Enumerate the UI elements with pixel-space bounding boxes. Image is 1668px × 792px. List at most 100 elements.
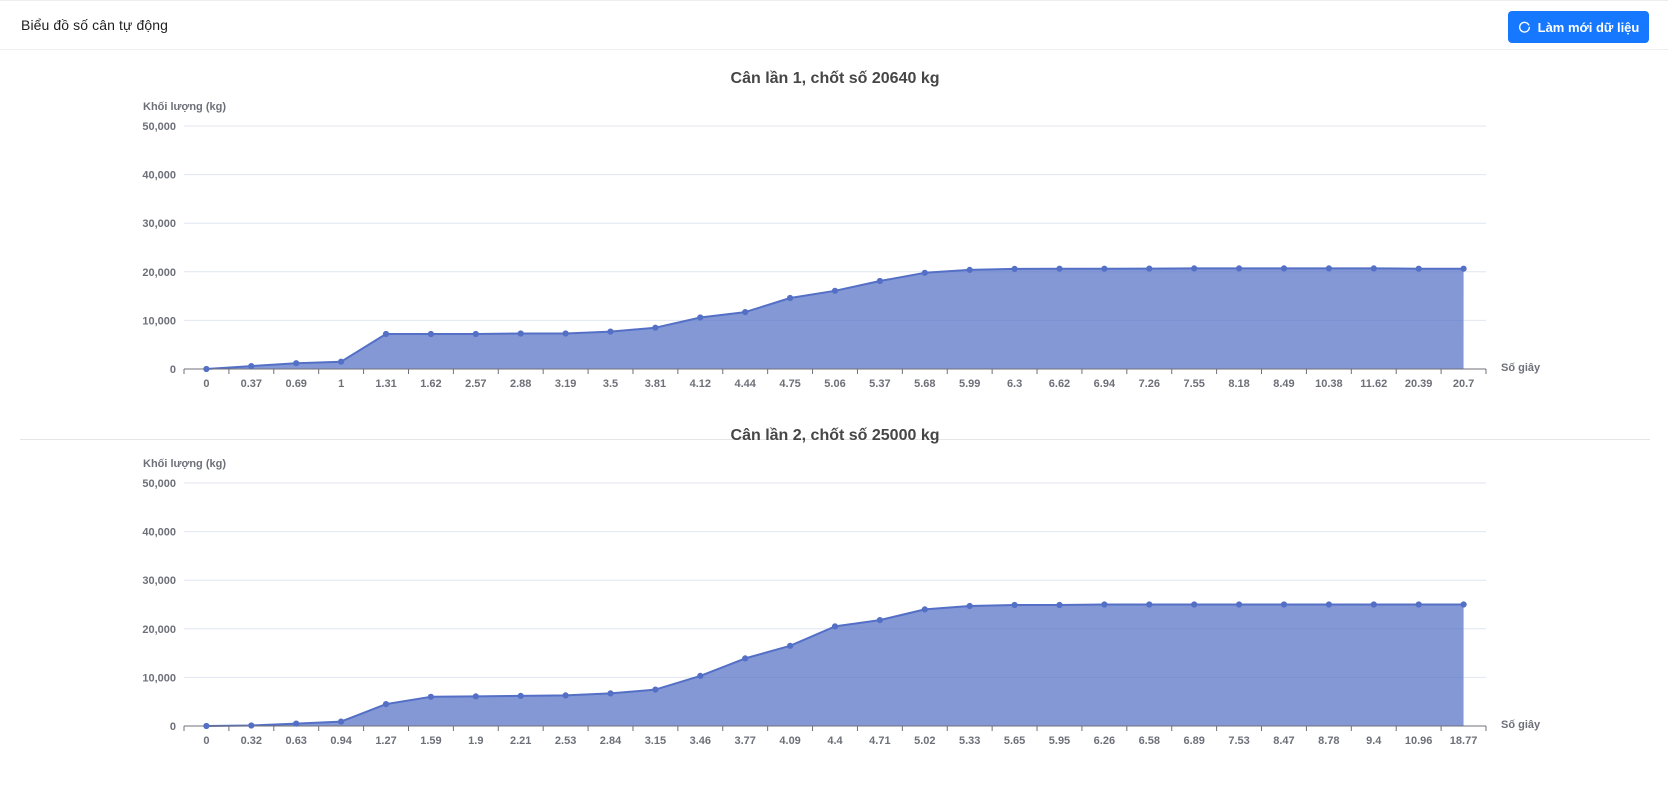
x-tick-label: 6.62 [1049, 378, 1070, 390]
data-point [1415, 265, 1422, 272]
data-point [427, 693, 434, 700]
x-tick-label: 11.62 [1360, 378, 1387, 390]
x-tick-label: 18.77 [1450, 735, 1478, 747]
series-area [206, 268, 1464, 369]
x-tick-label: 1 [338, 378, 344, 390]
data-point [1101, 601, 1108, 608]
data-point [338, 718, 345, 725]
x-tick-label: 10.96 [1405, 735, 1433, 747]
x-tick-label: 3.46 [690, 735, 711, 747]
x-tick-label: 2.57 [465, 378, 486, 390]
x-tick-label: 8.18 [1228, 378, 1249, 390]
data-point [1146, 601, 1153, 608]
x-tick-label: 5.99 [959, 378, 980, 390]
x-tick-label: 4.44 [734, 378, 756, 390]
x-tick-label: 2.84 [600, 735, 622, 747]
data-point [382, 330, 390, 338]
data-point [1370, 265, 1377, 272]
data-point [562, 330, 569, 337]
data-point [652, 324, 659, 331]
x-tick-label: 0 [203, 735, 209, 747]
data-point [562, 692, 569, 699]
data-point [293, 720, 300, 727]
weighing-chart-2: Cân lần 2, chốt số 25000 kg Khối lượng (k… [142, 427, 1541, 747]
x-tick-label: 1.31 [375, 378, 396, 390]
x-tick-label: 2.53 [555, 735, 576, 747]
data-point [1236, 601, 1243, 608]
data-point [293, 360, 300, 367]
x-tick-label: 9.4 [1366, 735, 1382, 747]
x-tick-label: 5.02 [914, 735, 935, 747]
data-point [382, 701, 390, 708]
data-point [876, 277, 884, 285]
weighing-chart-1: Cân lần 1, chốt số 20640 kg Khối lượng (k… [142, 70, 1541, 390]
data-point [921, 269, 928, 276]
x-tick-label: 2.88 [510, 378, 531, 390]
y-tick-label: 0 [170, 364, 176, 376]
data-point [697, 672, 704, 679]
x-tick-label: 2.21 [510, 735, 531, 747]
data-point [1280, 601, 1288, 608]
data-point [1236, 265, 1243, 272]
reload-icon [1518, 21, 1530, 33]
data-point [517, 692, 524, 699]
data-point [1460, 265, 1467, 272]
refresh-data-button[interactable]: Làm mới dữ liệu [1508, 11, 1649, 43]
data-point [1011, 601, 1018, 609]
y-tick-label: 30,000 [142, 218, 176, 230]
x-tick-label: 5.95 [1049, 735, 1070, 747]
data-point [472, 330, 479, 338]
x-axis-label: Số giây [1501, 362, 1541, 374]
y-tick-label: 10,000 [142, 315, 176, 327]
data-point [1280, 265, 1288, 272]
x-tick-label: 6.89 [1183, 735, 1204, 747]
x-tick-label: 6.94 [1094, 378, 1116, 390]
x-tick-label: 6.26 [1094, 735, 1115, 747]
x-tick-label: 3.81 [645, 378, 666, 390]
data-point [1370, 601, 1377, 608]
y-tick-label: 0 [170, 721, 176, 733]
data-point [742, 655, 749, 662]
data-point [831, 287, 839, 294]
x-tick-label: 1.27 [375, 735, 396, 747]
x-tick-label: 0 [203, 378, 209, 390]
y-tick-label: 40,000 [142, 527, 176, 539]
data-point [607, 328, 614, 335]
data-point [787, 294, 794, 302]
x-tick-label: 6.3 [1007, 378, 1022, 390]
data-point [517, 330, 524, 337]
x-tick-label: 8.49 [1273, 378, 1294, 390]
data-point [742, 309, 749, 316]
x-tick-label: 4.12 [690, 378, 711, 390]
data-point [1056, 265, 1063, 272]
y-tick-label: 10,000 [142, 672, 176, 684]
x-tick-label: 4.4 [827, 735, 843, 747]
y-tick-label: 50,000 [142, 121, 176, 133]
chart-title: Cân lần 1, chốt số 20640 kg [731, 70, 940, 87]
x-axis-label: Số giây [1501, 719, 1541, 731]
data-point [831, 623, 839, 630]
data-point [1191, 601, 1198, 608]
y-axis-label: Khối lượng (kg) [143, 458, 226, 470]
chart-title: Cân lần 2, chốt số 25000 kg [731, 427, 940, 444]
x-tick-label: 3.77 [734, 735, 755, 747]
x-tick-label: 8.47 [1273, 735, 1294, 747]
data-point [1191, 265, 1198, 272]
data-point [1460, 601, 1467, 608]
x-tick-label: 4.71 [869, 735, 890, 747]
x-tick-label: 1.59 [420, 735, 441, 747]
x-tick-label: 10.38 [1315, 378, 1343, 390]
data-point [203, 722, 210, 730]
data-point [1146, 265, 1153, 272]
data-point [248, 722, 255, 729]
y-tick-label: 20,000 [142, 267, 176, 279]
data-point [1325, 601, 1333, 608]
header-bar: Biểu đồ số cân tự động Làm mới dữ liệu [0, 0, 1668, 50]
x-tick-label: 1.62 [420, 378, 441, 390]
x-tick-label: 0.32 [241, 735, 262, 747]
refresh-button-label: Làm mới dữ liệu [1537, 19, 1640, 35]
data-point [921, 606, 928, 613]
data-point [966, 266, 973, 273]
x-tick-label: 5.65 [1004, 735, 1025, 747]
data-point [1011, 265, 1018, 272]
